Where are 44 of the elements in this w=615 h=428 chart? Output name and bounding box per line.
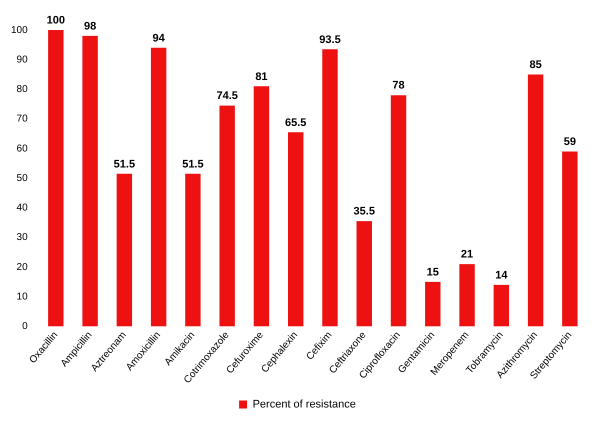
bar bbox=[494, 284, 510, 326]
data-label: 14 bbox=[495, 269, 508, 282]
y-tick-label: 10 bbox=[16, 291, 28, 302]
data-label: 59 bbox=[564, 136, 576, 148]
data-label: 98 bbox=[84, 20, 96, 32]
bar bbox=[356, 221, 372, 326]
bar bbox=[254, 86, 270, 326]
data-label: 85 bbox=[529, 58, 542, 71]
data-label: 93.5 bbox=[319, 34, 341, 46]
data-label: 78 bbox=[392, 80, 405, 92]
bar bbox=[562, 151, 578, 326]
y-tick-label: 60 bbox=[16, 143, 28, 154]
bar bbox=[219, 106, 235, 326]
bar bbox=[150, 48, 166, 326]
bar bbox=[528, 74, 544, 326]
y-tick-label: 20 bbox=[16, 262, 28, 273]
data-label: 51.5 bbox=[182, 158, 204, 170]
y-tick-label: 50 bbox=[16, 172, 28, 184]
y-tick-label: 0 bbox=[22, 321, 28, 332]
data-label: 21 bbox=[460, 248, 474, 261]
bar bbox=[288, 132, 304, 326]
bar bbox=[116, 174, 132, 326]
bar bbox=[322, 49, 338, 326]
data-label: 65.5 bbox=[284, 116, 306, 129]
data-label: 94 bbox=[152, 32, 166, 44]
data-label: 74.5 bbox=[216, 90, 238, 102]
y-tick-label: 30 bbox=[16, 232, 28, 244]
bar bbox=[185, 174, 201, 326]
y-tick-label: 40 bbox=[16, 202, 28, 214]
data-label: 15 bbox=[426, 266, 439, 278]
y-tick-label: 80 bbox=[16, 84, 28, 96]
data-label: 81 bbox=[255, 70, 268, 83]
bar bbox=[82, 36, 98, 326]
bar bbox=[459, 264, 475, 326]
data-label: 100 bbox=[46, 14, 65, 27]
y-tick-label: 70 bbox=[16, 114, 28, 125]
data-label: 51.5 bbox=[114, 158, 136, 170]
y-tick-label: 100 bbox=[10, 24, 28, 36]
data-label: 35.5 bbox=[354, 206, 375, 218]
bar bbox=[48, 30, 64, 326]
bar bbox=[390, 95, 406, 326]
bar bbox=[425, 282, 440, 326]
y-tick-label: 90 bbox=[16, 54, 28, 66]
legend-label: Percent of resistance bbox=[252, 398, 356, 411]
